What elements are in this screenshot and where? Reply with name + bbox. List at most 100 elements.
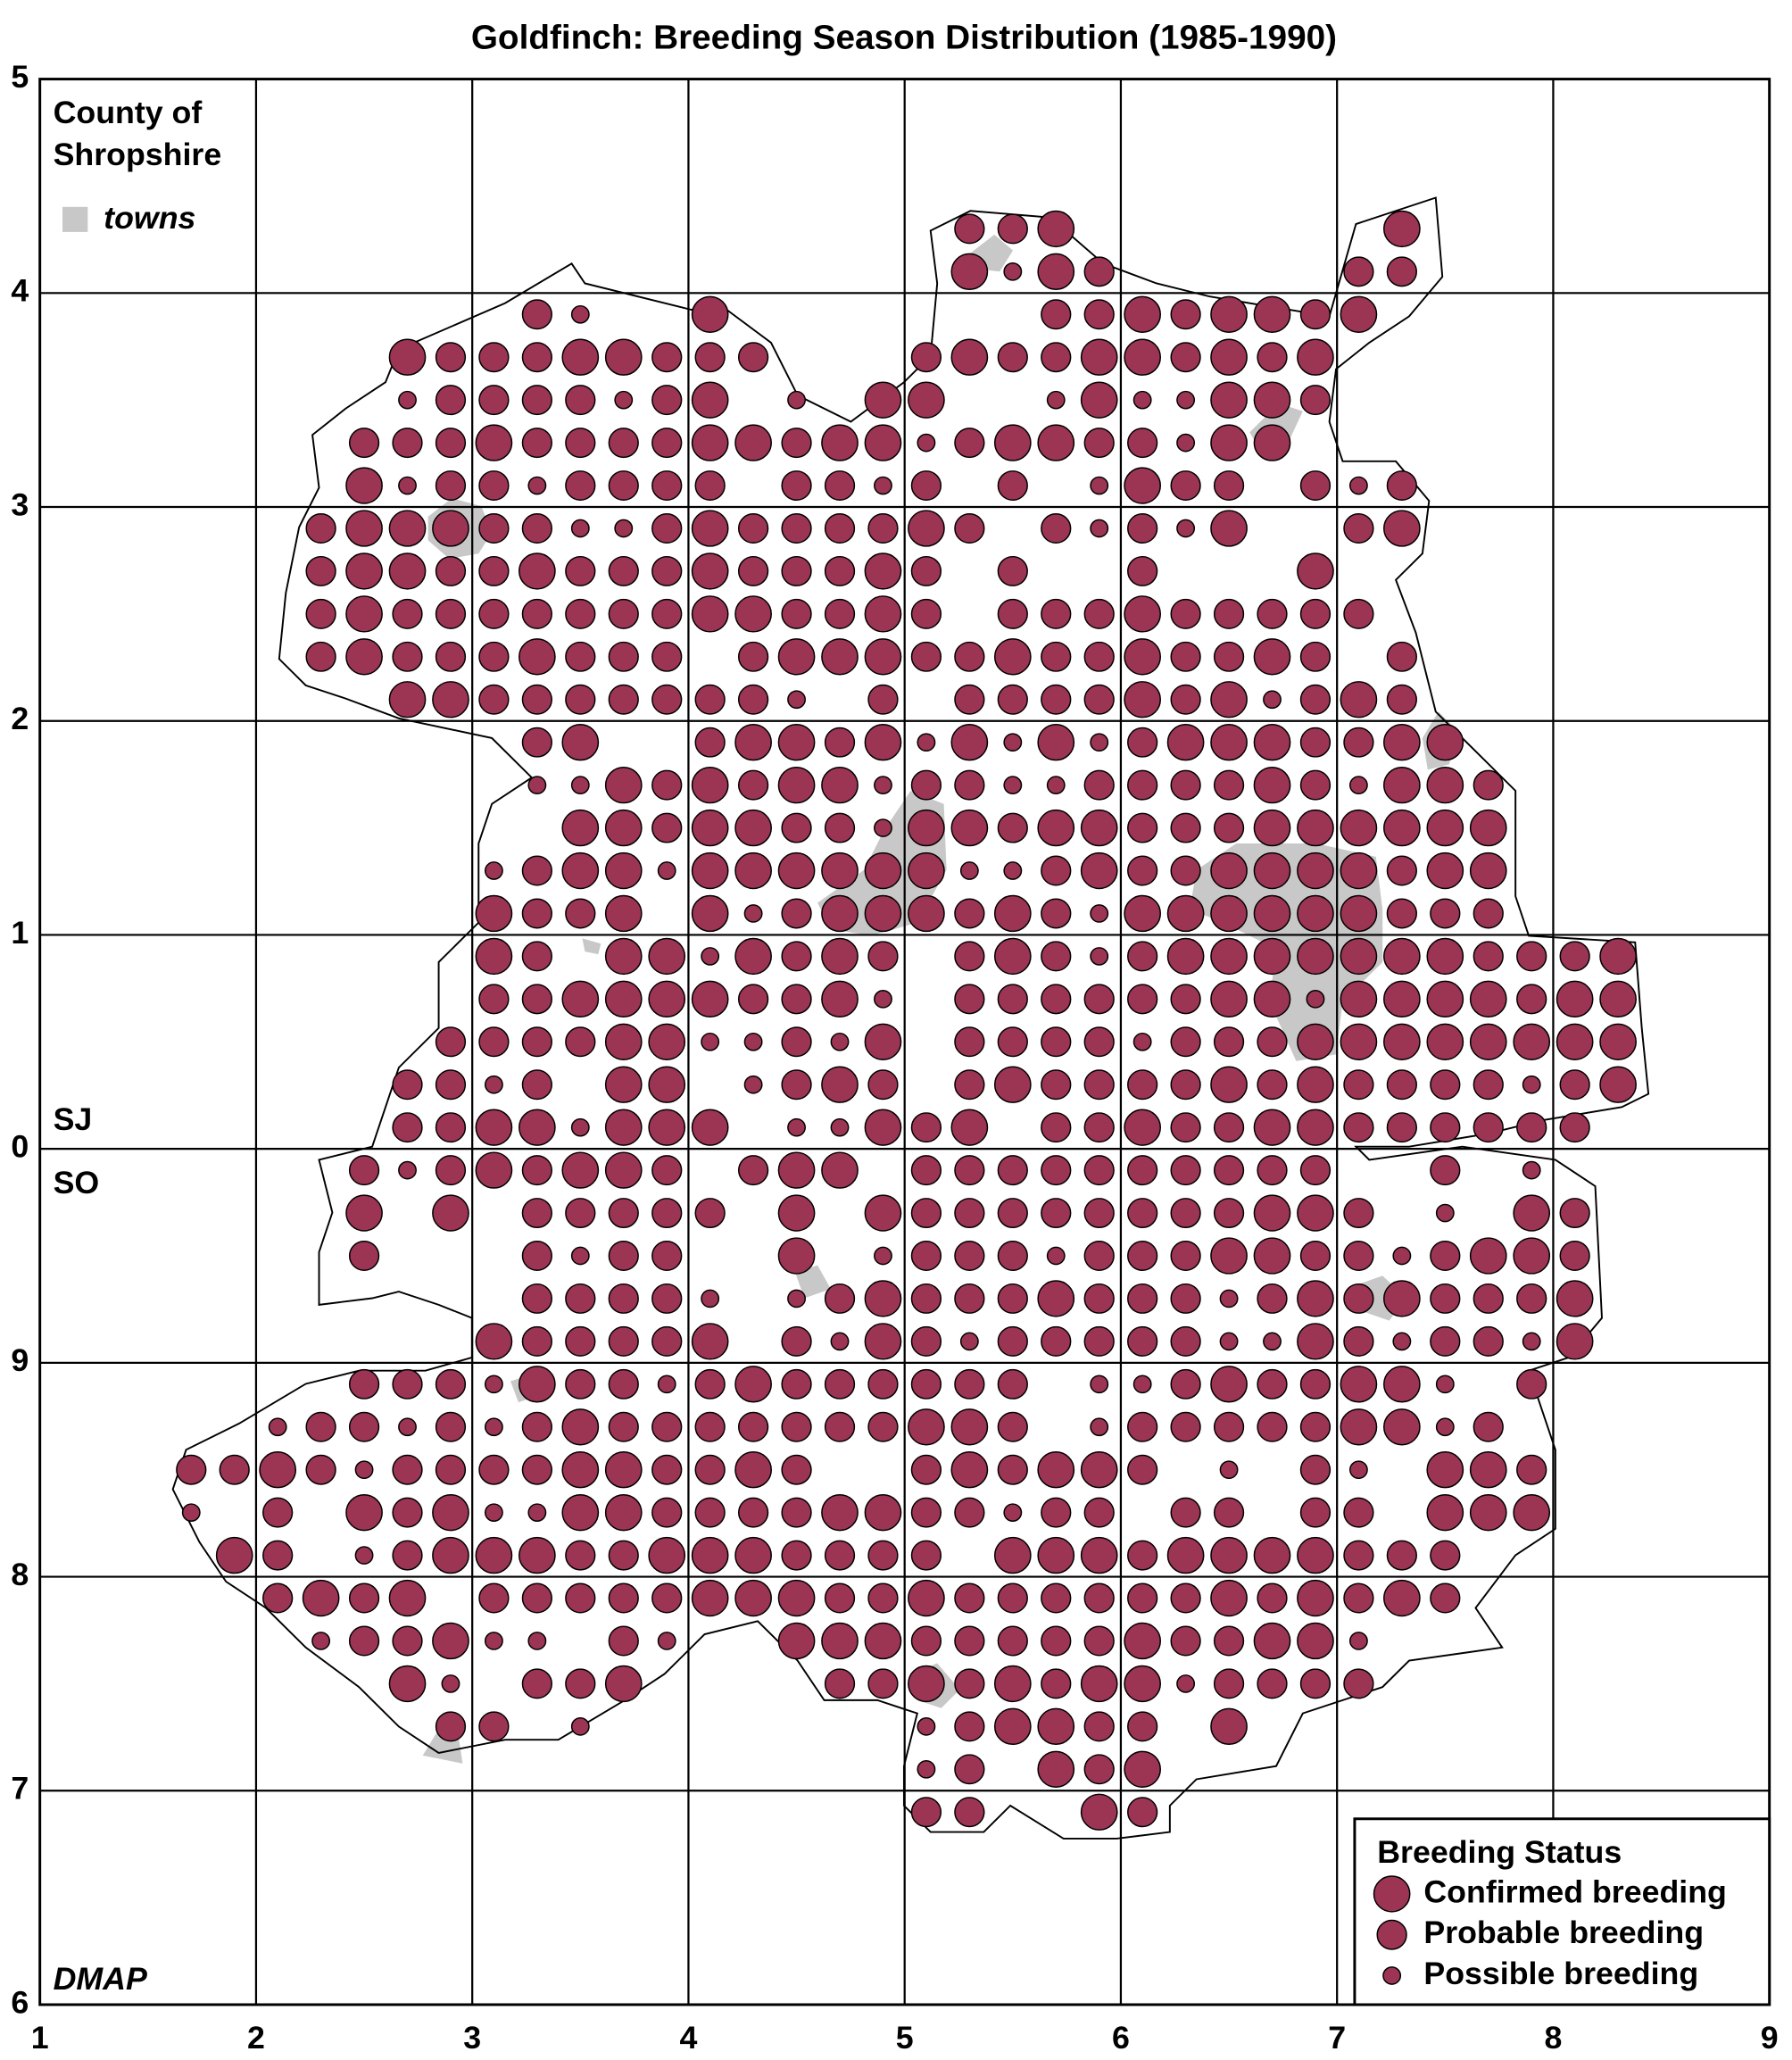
record-dot [1343, 1540, 1374, 1571]
record-dot [1041, 1668, 1072, 1699]
record-dot [1306, 990, 1325, 1009]
record-dot [608, 1283, 639, 1314]
record-dot [392, 1454, 423, 1485]
record-dot [1253, 894, 1291, 933]
record-dot [305, 641, 336, 672]
record-dot [1257, 342, 1288, 373]
northing-label: 2 [11, 701, 29, 736]
record-dot [1170, 1582, 1201, 1614]
record-dot [565, 898, 596, 929]
record-dot [1473, 769, 1504, 801]
record-dot [1426, 809, 1464, 847]
record-dot [1170, 1155, 1201, 1186]
record-dot [874, 818, 892, 837]
record-dot [781, 470, 812, 502]
record-dot [1041, 898, 1072, 929]
record-dot [1170, 299, 1201, 330]
record-dot [1090, 519, 1109, 538]
record-dot [1343, 598, 1374, 629]
record-dot [1219, 1332, 1239, 1351]
northing-label: 9 [11, 1342, 29, 1378]
record-dot [1435, 1375, 1455, 1394]
record-dot [864, 1023, 902, 1060]
record-dot [1382, 1408, 1421, 1446]
record-dot [1340, 937, 1378, 976]
record-dot [1041, 941, 1072, 972]
record-dot [1210, 894, 1248, 933]
record-dot [954, 1625, 985, 1657]
record-dot [910, 1112, 942, 1143]
record-dot [1166, 724, 1205, 761]
record-dot [561, 809, 600, 847]
record-dot [1083, 1582, 1115, 1614]
record-dot [830, 1117, 850, 1137]
record-dot [651, 812, 683, 843]
record-dot [821, 1151, 859, 1189]
record-dot [398, 476, 417, 495]
record-dot [993, 937, 1032, 976]
record-dot [993, 638, 1032, 676]
record-dot [1083, 984, 1115, 1015]
record-dot [1127, 1454, 1158, 1485]
record-dot [821, 980, 859, 1018]
record-dot [954, 941, 985, 972]
record-dot [1253, 980, 1291, 1018]
record-dot [910, 1368, 942, 1400]
record-dot [1127, 984, 1158, 1015]
record-dot [824, 727, 856, 758]
record-dot [521, 1582, 552, 1614]
record-dot [1210, 510, 1248, 547]
record-dot [1083, 299, 1115, 330]
record-dot [1127, 1711, 1158, 1742]
record-dot [734, 424, 772, 461]
record-dot [215, 1536, 253, 1574]
record-dot [519, 638, 556, 676]
record-dot [1430, 1582, 1461, 1614]
record-dot [1297, 1280, 1334, 1317]
record-dot [1599, 1023, 1637, 1060]
record-dot [1170, 470, 1201, 502]
record-dot [604, 1493, 643, 1532]
record-dot [1469, 1493, 1507, 1532]
record-dot [565, 684, 596, 715]
record-dot [435, 598, 467, 629]
record-dot [910, 1198, 942, 1229]
record-dot [1046, 1246, 1066, 1266]
record-dot [1083, 1325, 1115, 1357]
record-dot [1083, 1241, 1115, 1271]
record-dot [691, 424, 729, 461]
record-dot [1127, 1283, 1158, 1314]
northing-label: 6 [11, 1984, 29, 2020]
record-dot [1386, 1540, 1417, 1571]
record-dot [864, 851, 902, 890]
record-dot [1041, 1198, 1072, 1229]
record-dot [475, 1109, 513, 1146]
record-dot [651, 641, 683, 672]
record-dot [392, 598, 423, 629]
record-dot [1297, 1109, 1334, 1146]
record-dot [1213, 1198, 1245, 1229]
record-dot [997, 1625, 1028, 1657]
record-dot [1473, 1112, 1504, 1143]
record-dot [561, 1151, 600, 1189]
record-dot [1386, 898, 1417, 929]
record-dot [1556, 980, 1594, 1018]
record-dot [1041, 1497, 1072, 1528]
credit: DMAP [54, 1961, 147, 1997]
record-dot [997, 1582, 1028, 1614]
record-dot [1426, 980, 1464, 1018]
record-dot [521, 1026, 552, 1058]
record-dot [1083, 428, 1115, 459]
record-dot [604, 937, 643, 976]
record-dot [1127, 855, 1158, 886]
record-dot [694, 727, 726, 758]
record-dot [1003, 1503, 1023, 1522]
record-dot [1473, 1325, 1504, 1357]
record-dot [435, 1454, 467, 1485]
record-dot [1083, 641, 1115, 672]
record-dot [1124, 1750, 1162, 1788]
record-dot [1041, 1155, 1072, 1186]
record-dot [1127, 1325, 1158, 1357]
